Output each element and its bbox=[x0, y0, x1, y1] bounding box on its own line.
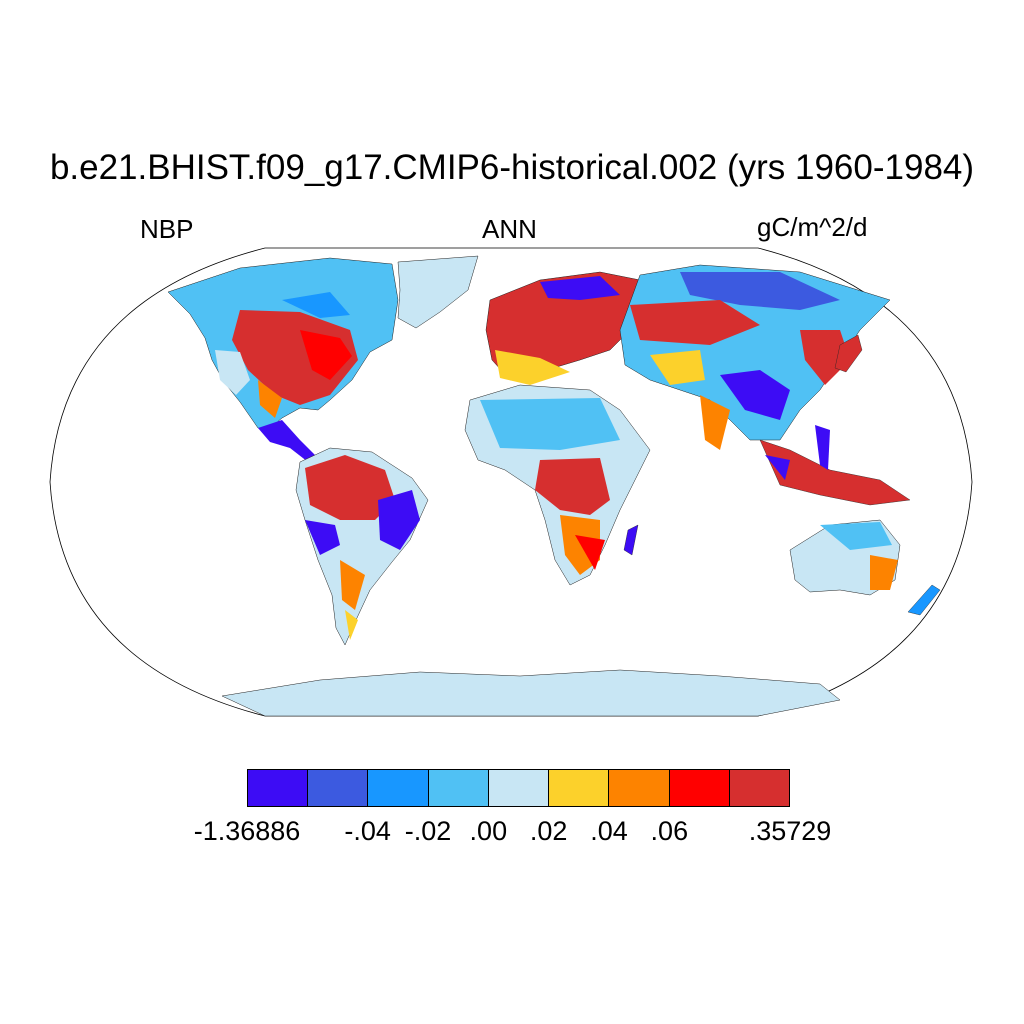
season-label: ANN bbox=[482, 214, 537, 244]
greenland bbox=[397, 255, 479, 329]
central-america bbox=[258, 420, 318, 462]
madagascar bbox=[623, 524, 639, 556]
colorbar-tick-label: -1.36886 bbox=[193, 816, 301, 846]
europe bbox=[485, 271, 641, 381]
colorbar-tick-label: .35729 bbox=[748, 816, 832, 846]
units-label: gC/m^2/d bbox=[757, 212, 868, 242]
colorbar-box bbox=[549, 770, 610, 806]
colorbar-tick-label: .06 bbox=[650, 816, 689, 846]
colorbar-tick-label: .00 bbox=[469, 816, 508, 846]
colorbar-tick-label: -.02 bbox=[404, 816, 452, 846]
colorbar-box bbox=[729, 770, 789, 806]
japan bbox=[834, 334, 863, 373]
colorbar-tick-label: -.04 bbox=[344, 816, 391, 846]
southeast-asia bbox=[759, 439, 911, 506]
colorbar-box bbox=[368, 770, 429, 806]
colorbar-box bbox=[669, 770, 730, 806]
plot-title: b.e21.BHIST.f09_g17.CMIP6-historical.002… bbox=[49, 148, 975, 187]
new-zealand bbox=[907, 584, 941, 616]
colorbar-box bbox=[488, 770, 550, 806]
colorbar-box bbox=[308, 770, 369, 806]
colorbar-box bbox=[609, 770, 670, 806]
colorbar bbox=[247, 769, 790, 807]
colorbar-box bbox=[248, 770, 309, 806]
colorbar-tick-label: .02 bbox=[529, 816, 568, 846]
variable-label: NBP bbox=[140, 214, 194, 244]
colorbar-box bbox=[428, 770, 489, 806]
colorbar-tick-label: .04 bbox=[590, 816, 628, 846]
antarctica bbox=[221, 669, 841, 717]
